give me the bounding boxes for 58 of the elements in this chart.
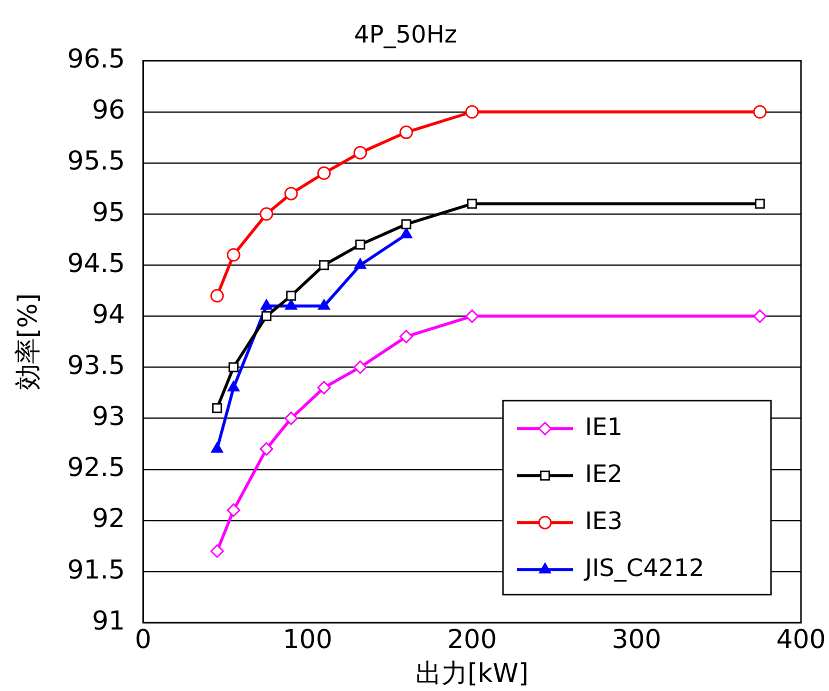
y-axis-title: 効率[%] <box>13 293 44 390</box>
point <box>465 105 479 119</box>
point <box>260 207 274 221</box>
y-tick-label: 93 <box>92 402 126 432</box>
legend-label: IE3 <box>585 506 623 535</box>
y-tick-label: 91.5 <box>67 555 126 586</box>
point <box>284 186 298 200</box>
point <box>400 228 412 238</box>
x-tick-label: 100 <box>282 624 332 655</box>
point <box>211 442 224 453</box>
point <box>465 309 479 323</box>
point <box>285 299 298 310</box>
point <box>753 309 767 323</box>
y-tick-label: 95.5 <box>67 146 126 177</box>
y-tick-label: 96 <box>92 96 126 126</box>
x-tick-label: 300 <box>612 624 662 655</box>
point <box>286 290 296 301</box>
point <box>754 198 765 209</box>
point <box>210 288 224 302</box>
point <box>753 105 767 119</box>
y-tick-label: 94.5 <box>67 248 126 279</box>
point <box>400 330 414 344</box>
point <box>226 248 240 262</box>
chart-title: 4P_50Hz <box>354 20 457 49</box>
y-tick-label: 92 <box>92 504 126 534</box>
point <box>317 166 331 180</box>
point <box>400 126 414 140</box>
point <box>318 299 330 310</box>
x-tick-label: 200 <box>447 624 497 655</box>
y-tick-label: 96.5 <box>67 44 126 75</box>
point <box>353 360 367 374</box>
point <box>319 260 330 270</box>
x-tick-label: 0 <box>134 624 152 655</box>
point <box>284 412 298 426</box>
point <box>260 299 272 310</box>
point <box>210 544 224 558</box>
legend-label: IE2 <box>585 460 623 488</box>
point <box>401 219 412 230</box>
point <box>261 311 272 322</box>
point <box>353 146 367 160</box>
legend-label: JIS_C4212 <box>583 554 704 582</box>
point <box>355 240 366 250</box>
y-tick-label: 91 <box>92 606 126 636</box>
y-tick-label: 93.5 <box>67 350 126 381</box>
point <box>467 198 478 209</box>
y-tick-label: 95 <box>92 198 126 228</box>
point <box>226 503 240 517</box>
point <box>228 362 239 372</box>
point <box>228 380 240 392</box>
legend-label: IE1 <box>585 412 623 441</box>
x-axis-title: 出力[kW] <box>416 659 529 690</box>
point <box>212 403 222 414</box>
point <box>317 380 331 394</box>
y-tick-label: 92.5 <box>67 453 126 484</box>
x-tick-label: 400 <box>776 624 826 655</box>
y-tick-label: 94 <box>92 300 126 330</box>
point <box>354 258 366 269</box>
point <box>260 442 274 456</box>
